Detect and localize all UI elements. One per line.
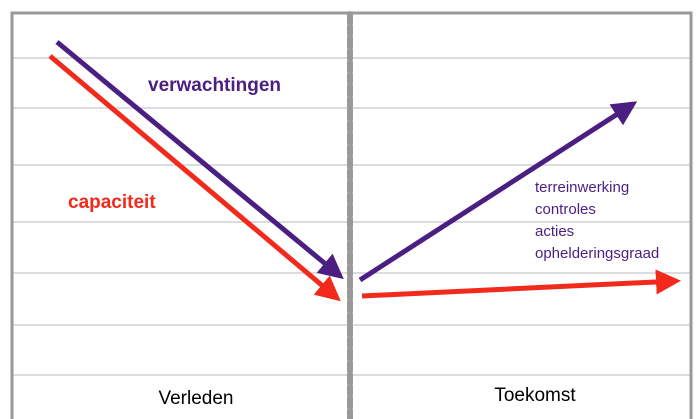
factor: ophelderingsgraad xyxy=(535,245,659,262)
expectations-arrow-future xyxy=(358,101,638,283)
capacity-arrow-future xyxy=(361,269,681,299)
factor: controles xyxy=(535,201,596,218)
expectations-arrow-past xyxy=(55,40,344,280)
factor: acties xyxy=(535,223,574,240)
capacity-label: capaciteit xyxy=(68,192,156,213)
period-label: Verleden xyxy=(158,388,233,409)
period-label: Toekomst xyxy=(494,385,576,406)
factor: terreinwerking xyxy=(535,179,629,196)
expectations-label: verwachtingen xyxy=(148,75,281,96)
capacity-arrow-past xyxy=(48,54,341,302)
